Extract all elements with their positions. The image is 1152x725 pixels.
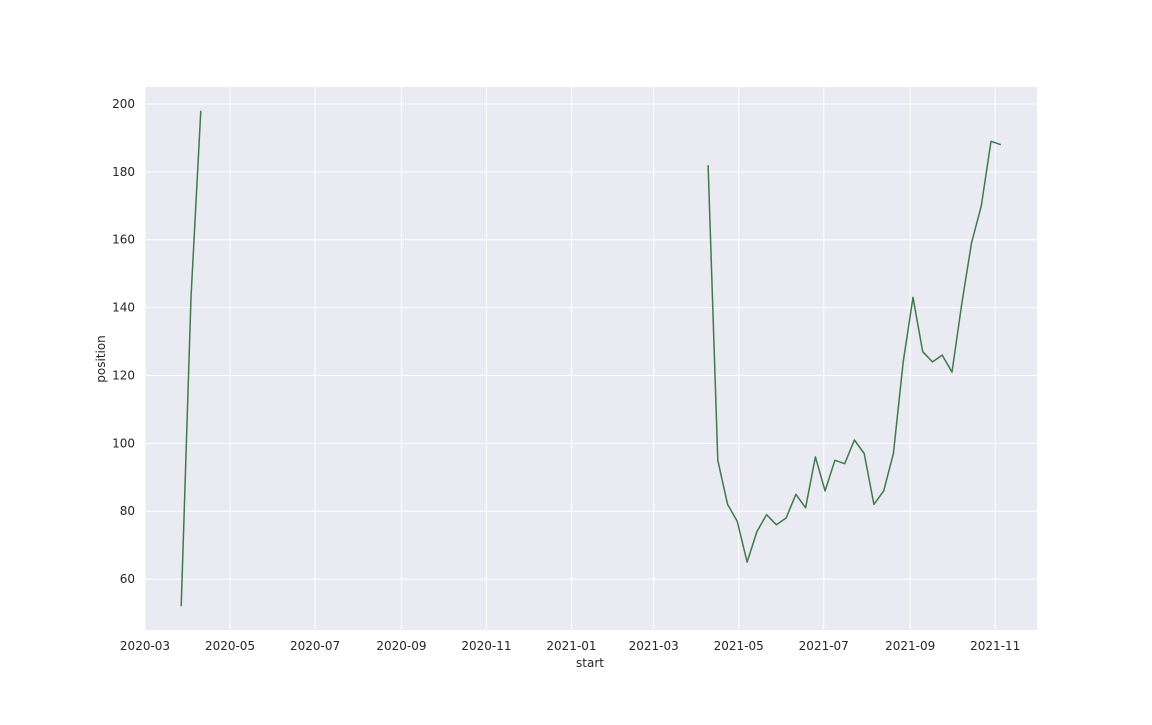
series-lines [180, 110, 1002, 607]
y-axis-ticks: 60 80 100 120 140 160 180 200 [112, 97, 135, 586]
y-tick-label: 200 [112, 97, 135, 111]
y-tick-label: 100 [112, 436, 135, 450]
series-line-segment [707, 140, 1002, 563]
x-tick-label: 2021-11 [970, 639, 1020, 653]
y-tick-label: 80 [120, 504, 135, 518]
x-axis-ticks: 2020-03 2020-05 2020-07 2020-09 2020-11 2021-… [120, 639, 1020, 653]
x-tick-label: 2021-09 [885, 639, 935, 653]
y-tick-label: 160 [112, 233, 135, 247]
x-tick-label: 2020-09 [376, 639, 426, 653]
y-tick-label: 120 [112, 368, 135, 382]
x-tick-label: 2020-07 [290, 639, 340, 653]
x-tick-label: 2020-11 [461, 639, 511, 653]
series-line-segment [180, 110, 202, 607]
x-tick-label: 2021-07 [799, 639, 849, 653]
x-tick-label: 2020-03 [120, 639, 170, 653]
y-tick-label: 180 [112, 165, 135, 179]
y-tick-label: 140 [112, 301, 135, 315]
x-axis-label: start [576, 656, 604, 670]
grid-lines [144, 87, 1037, 630]
y-tick-label: 60 [120, 572, 135, 586]
x-tick-label: 2021-03 [629, 639, 679, 653]
y-axis-label: position [94, 335, 108, 383]
plot-background [145, 87, 1037, 630]
x-tick-label: 2021-01 [546, 639, 596, 653]
x-tick-label: 2021-05 [714, 639, 764, 653]
x-tick-label: 2020-05 [205, 639, 255, 653]
